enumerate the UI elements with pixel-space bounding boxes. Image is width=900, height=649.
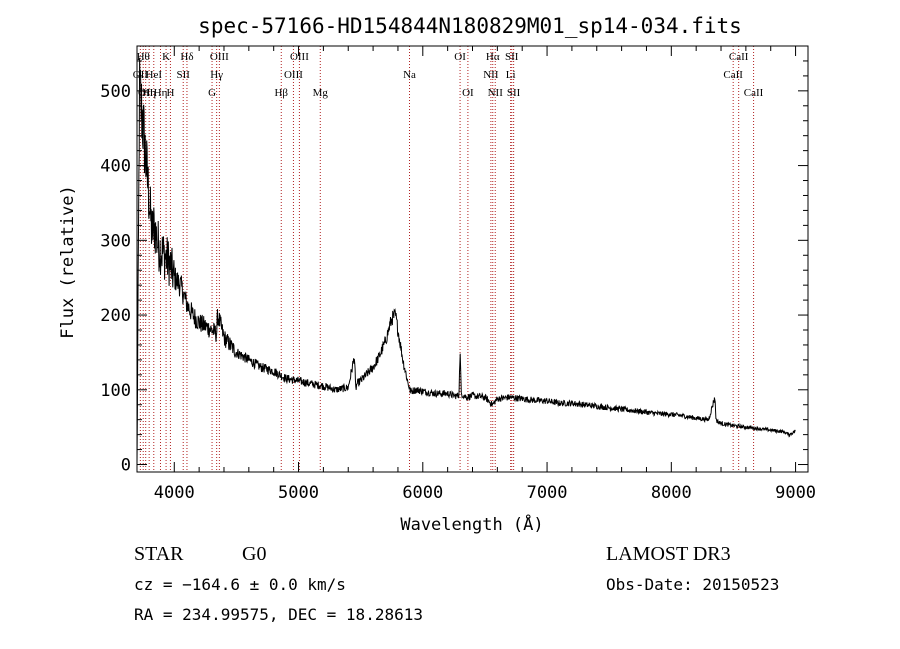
object-class: STAR [134, 543, 184, 565]
line-label-6: K [162, 51, 170, 63]
object-subclass: G0 [242, 543, 266, 565]
observation-date: Obs-Date: 20150523 [606, 575, 779, 594]
ytick-label-3: 300 [100, 231, 131, 251]
axis-ticks [137, 46, 808, 472]
line-label-22: NII [488, 87, 504, 99]
ytick-label-5: 500 [100, 82, 131, 102]
x-tick-labels: 4000 5000 6000 7000 8000 9000 [154, 483, 816, 503]
line-label-17: Na [403, 69, 416, 81]
line-label-19: OI [462, 87, 474, 99]
xtick-label-0: 4000 [154, 483, 195, 503]
xtick-label-3: 7000 [527, 483, 568, 503]
line-label-9: Hδ [180, 51, 193, 63]
line-label-11: Hγ [210, 69, 223, 81]
line-label-8: SII [176, 69, 190, 81]
coordinates-line: RA = 234.99575, DEC = 18.28613 [134, 605, 423, 624]
line-label-5: Hη [154, 87, 168, 99]
spectrum-line [136, 57, 796, 465]
line-label-10: G [208, 87, 216, 99]
line-label-24: SII [505, 51, 519, 63]
y-axis-label: Flux (relative) [58, 185, 78, 339]
line-label-7: H [166, 87, 174, 99]
redshift-line: cz = −164.6 ± 0.0 km/s [134, 575, 346, 594]
plot-frame [136, 45, 809, 473]
xtick-label-4: 8000 [651, 483, 692, 503]
line-label-25: SII [507, 87, 521, 99]
line-label-12: OIII [210, 51, 229, 63]
ytick-label-2: 200 [100, 306, 131, 326]
ytick-label-4: 400 [100, 157, 131, 177]
spectral-line-labels: OIIHθOIIHηHeIHηKHSIIHδGHγOIIIHβOIIIOIIIM… [133, 51, 764, 99]
chart-title: spec-57166-HD154844N180829M01_sp14-034.f… [198, 14, 742, 38]
line-label-23: Li [506, 69, 516, 81]
xtick-label-1: 5000 [278, 483, 319, 503]
line-label-21: Hα [486, 51, 500, 63]
line-label-18: OI [454, 51, 466, 63]
line-label-28: CaII [744, 87, 764, 99]
ytick-label-1: 100 [100, 381, 131, 401]
line-label-3: Hη [142, 87, 156, 99]
y-tick-labels: 0 100 200 300 400 500 [100, 82, 131, 476]
line-label-14: OIII [284, 69, 303, 81]
x-axis-label: Wavelength (Å) [400, 513, 543, 535]
line-label-4: HeI [146, 69, 163, 81]
line-label-13: Hβ [274, 87, 288, 99]
xtick-label-2: 6000 [402, 483, 443, 503]
line-label-16: Mg [313, 87, 329, 99]
line-label-27: CaII [729, 51, 749, 63]
survey-name: LAMOST DR3 [606, 543, 731, 565]
xtick-label-5: 9000 [775, 483, 816, 503]
line-label-20: NII [483, 69, 499, 81]
line-label-15: OIII [290, 51, 309, 63]
spectral-line-markers [139, 46, 755, 472]
line-label-26: CaII [723, 69, 743, 81]
ytick-label-0: 0 [121, 456, 131, 476]
